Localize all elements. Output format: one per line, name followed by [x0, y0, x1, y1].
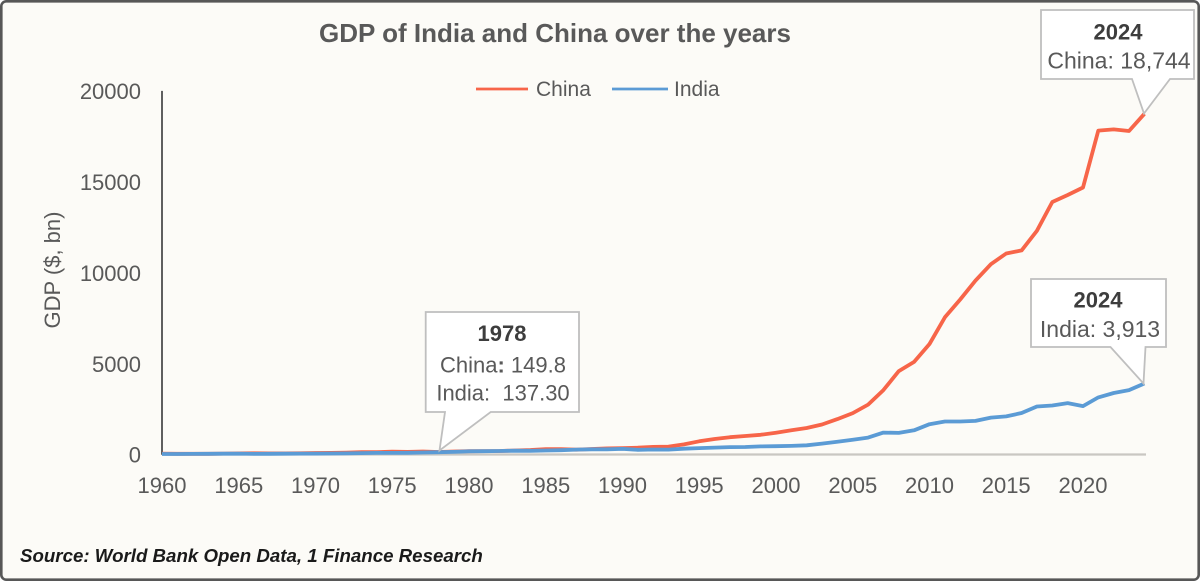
svg-text:Source: World Bank Open Data,: Source: World Bank Open Data, 1 Finance … [20, 545, 483, 566]
svg-text:15000: 15000 [80, 170, 141, 195]
svg-text:2010: 2010 [905, 473, 954, 498]
svg-text:1980: 1980 [445, 473, 494, 498]
svg-text:1975: 1975 [368, 473, 417, 498]
svg-text:20000: 20000 [80, 79, 141, 104]
svg-text:India: 3,913: India: 3,913 [1040, 316, 1160, 342]
svg-text:2015: 2015 [982, 473, 1031, 498]
svg-text:1985: 1985 [521, 473, 570, 498]
svg-text:5000: 5000 [92, 352, 141, 377]
svg-text:2020: 2020 [1059, 473, 1108, 498]
svg-text:China: 18,744: China: 18,744 [1047, 48, 1190, 74]
svg-text:2000: 2000 [752, 473, 801, 498]
svg-text:GDP of India and China over th: GDP of India and China over the years [319, 18, 791, 48]
svg-text:India: India [674, 78, 720, 101]
svg-text:India: 137.30: India: 137.30 [436, 381, 569, 406]
svg-text:1965: 1965 [214, 473, 263, 498]
svg-text:2024: 2024 [1074, 288, 1124, 313]
svg-text:GDP ($, bn): GDP ($, bn) [40, 212, 65, 329]
svg-text:2024: 2024 [1094, 20, 1144, 45]
svg-text:10000: 10000 [80, 261, 141, 286]
svg-text:1960: 1960 [138, 473, 187, 498]
svg-text:China: China [536, 78, 591, 101]
svg-text:1970: 1970 [291, 473, 340, 498]
svg-text:1990: 1990 [598, 473, 647, 498]
svg-text:1995: 1995 [675, 473, 724, 498]
svg-text:1978: 1978 [478, 321, 527, 346]
svg-text:0: 0 [129, 443, 141, 468]
svg-text:China: 149.8: China: 149.8 [440, 353, 566, 378]
svg-text:2005: 2005 [828, 473, 877, 498]
